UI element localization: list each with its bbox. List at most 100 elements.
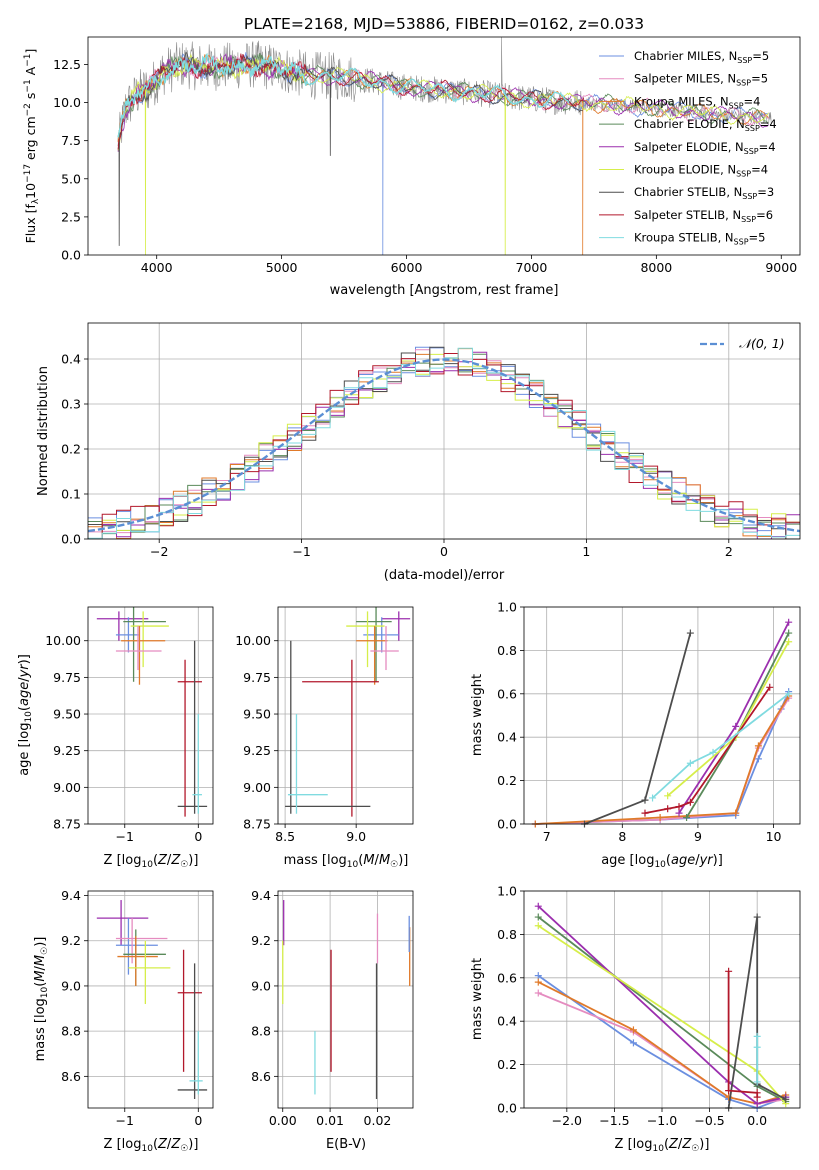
marker-kroupa_elodie: [534, 922, 542, 930]
y-tick-label: 0.2: [61, 442, 81, 457]
x-tick-label: −2: [150, 544, 168, 559]
mw-age-xlabel: age [log10(age/yr)]: [601, 853, 723, 870]
x-tick-label: 9000: [765, 260, 797, 275]
y-tick-label: 0.4: [497, 1014, 517, 1029]
x-tick-label: −1: [292, 544, 310, 559]
y-tick-label: 0.6: [497, 970, 517, 985]
marker-kroupa_stelib: [709, 748, 717, 756]
age-Z-ylabel: age [log10(age/yr)]: [17, 654, 34, 776]
marker-kroupa_stelib: [753, 1078, 761, 1086]
mw-Z-xlabel: Z [log10(Z/Z☉)]: [615, 1137, 710, 1154]
legend-label-chabrier_miles: Chabrier MILES, NSSP=5: [634, 49, 769, 65]
marker-salpeter_stelib: [725, 1087, 733, 1095]
y-tick-label: 7.5: [61, 133, 81, 148]
line-kroupa_stelib: [651, 693, 790, 799]
y-tick-label: 9.50: [243, 707, 271, 722]
mass-Z-xlabel: Z [log10(Z/Z☉)]: [104, 1137, 199, 1154]
y-tick-label: 0.2: [497, 773, 517, 788]
residuals-ylabel: Normed distribution: [36, 366, 51, 496]
spectrum-xlabel: wavelength [Angstrom, rest frame]: [330, 283, 559, 298]
axes-frame: [87, 606, 214, 825]
x-tick-label: 0.02: [364, 1113, 392, 1128]
marker-chabrier_elodie: [534, 913, 542, 921]
line-salpeter_elodie: [537, 905, 786, 1105]
marker-chabrier_stelib: [641, 796, 649, 804]
marker-kroupa_miles: [732, 809, 740, 817]
x-tick-label: 0.0: [747, 1113, 767, 1128]
mass-weight-vs-metallicity-panel: −2.0 −1.5 −1.0 −0.5 0.0 0.0 0.2 0.4 0.6 0.8 1.0 Z …: [470, 884, 801, 1154]
marker-kroupa_elodie: [664, 792, 672, 800]
y-tick-label: 0.1: [61, 487, 81, 502]
legend-label-salpeter_elodie: Salpeter ELODIE, NSSP=4: [634, 140, 776, 156]
y-tick-label: 9.4: [251, 888, 271, 903]
marker-salpeter_stelib: [641, 809, 649, 817]
line-kroupa_elodie: [667, 641, 790, 797]
y-tick-label: 10.0: [53, 95, 81, 110]
y-tick-label: 2.5: [61, 209, 81, 224]
y-tick-label: 8.6: [61, 1069, 81, 1084]
spectrum-panel: PLATE=2168, MJD=53886, FIBERID=0162, z=0…: [23, 15, 801, 298]
age-mass-xlabel: mass [log10(M/M☉)]: [284, 853, 409, 870]
marker-salpeter_stelib: [753, 1093, 761, 1101]
mass-weight-vs-age-panel: 7 8 9 10 0.0 0.2 0.4 0.6 0.8 1.0 age [log10(age/y…: [470, 600, 801, 870]
ebv-xlabel: E(B-V): [326, 1137, 366, 1152]
mass-Z-ylabel: mass [log10(M/M☉)]: [33, 937, 50, 1062]
age-vs-mass-panel: 8.5 9.0 8.75 9.00 9.25 9.50 9.75 10.00 mass [lo…: [235, 606, 414, 870]
spectrum-ylabel: Flux [fλ10−17 erg cm−2 s−1 A−1]: [23, 49, 41, 244]
x-tick-label: 0.01: [316, 1113, 344, 1128]
axes-frame: [87, 322, 801, 540]
x-tick-label: 8: [618, 829, 626, 844]
line-chabrier_stelib: [584, 632, 692, 825]
y-tick-label: 9.25: [53, 743, 81, 758]
marker-salpeter_stelib: [664, 805, 672, 813]
y-tick-label: 1.0: [497, 884, 517, 899]
normal-curve: [88, 358, 800, 533]
spectrum-title: PLATE=2168, MJD=53886, FIBERID=0162, z=0…: [244, 15, 644, 33]
y-tick-label: 0.8: [497, 643, 517, 658]
ebv-vs-mass-panel: 0.00 0.01 0.02 8.6 8.8 9.0 9.2 9.4 E(B-V): [251, 888, 414, 1152]
marker-kroupa_stelib: [753, 1032, 761, 1040]
marker-kroupa_stelib: [753, 1043, 761, 1051]
y-tick-label: 0.3: [61, 397, 81, 412]
marker-salpeter_elodie: [675, 809, 683, 817]
marker-salpeter_elodie: [732, 722, 740, 730]
mw-Z-ylabel: mass weight: [470, 958, 485, 1040]
legend-label-kroupa_stelib: Kroupa STELIB, NSSP=5: [634, 231, 765, 247]
marker-kroupa_stelib: [785, 690, 793, 698]
marker-salpeter_elodie: [534, 902, 542, 910]
line-salpeter_miles: [535, 697, 790, 825]
marker-salpeter_stelib: [675, 803, 683, 811]
x-tick-label: 9.0: [346, 829, 366, 844]
axes-frame: [87, 890, 214, 1109]
x-tick-label: −1: [116, 829, 134, 844]
marker-chabrier_miles: [534, 972, 542, 980]
axes-frame: [523, 606, 801, 825]
marker-salpeter_elodie: [753, 1100, 761, 1108]
x-tick-label: 6000: [391, 260, 423, 275]
y-tick-label: 9.75: [53, 670, 81, 685]
marker-kroupa_stelib: [649, 794, 657, 802]
x-tick-label: 2: [725, 544, 733, 559]
legend-label-kroupa_miles: Kroupa MILES, NSSP=4: [634, 94, 760, 110]
marker-kroupa_elodie: [785, 638, 793, 646]
y-tick-label: 1.0: [497, 600, 517, 615]
axes-frame: [277, 606, 414, 825]
y-tick-label: 9.0: [61, 978, 81, 993]
model-spectrum-salpeter_elodie: [117, 52, 769, 152]
legend-label-salpeter_miles: Salpeter MILES, NSSP=5: [634, 72, 768, 88]
model-spectrum-chabrier_stelib: [117, 51, 583, 246]
mass-vs-metallicity-panel: −1 0 8.6 8.8 9.0 9.2 9.4 Z [log10(Z/Z☉)] mass …: [33, 888, 214, 1154]
x-tick-label: 7: [543, 829, 551, 844]
marker-chabrier_stelib: [686, 629, 694, 637]
age-Z-xlabel: Z [log10(Z/Z☉)]: [104, 853, 199, 870]
x-tick-label: −1.0: [647, 1113, 677, 1128]
marker-kroupa_miles: [754, 742, 762, 750]
y-tick-label: 0.4: [61, 352, 81, 367]
marker-kroupa_stelib: [686, 759, 694, 767]
axes-frame: [523, 890, 801, 1109]
x-tick-label: −1: [116, 1113, 134, 1128]
y-tick-label: 0.0: [61, 248, 81, 263]
y-tick-label: 8.8: [61, 1024, 81, 1039]
x-tick-label: −0.5: [694, 1113, 724, 1128]
